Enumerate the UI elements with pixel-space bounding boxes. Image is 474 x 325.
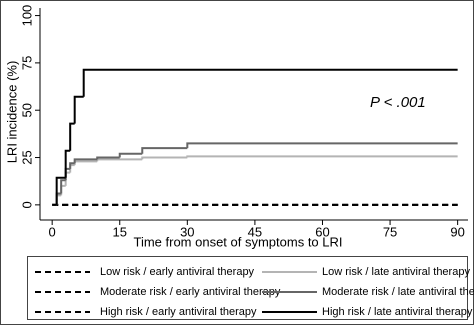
legend-label: Low risk / early antiviral therapy (100, 266, 255, 278)
legend-item: High risk / late antiviral therapy (262, 306, 473, 318)
y-tick-label: 25 (19, 150, 34, 164)
legend-label: Moderate risk / early antiviral therapy (100, 286, 281, 298)
x-axis-label: Time from onset of symptoms to LRI (133, 234, 342, 249)
step-segment (69, 122, 75, 151)
legend-item: High risk / early antiviral therapy (35, 306, 257, 318)
y-axis-label: LRI incidence (%) (4, 61, 19, 164)
legend-box (27, 256, 468, 320)
step-segment (55, 176, 66, 205)
step-segment (73, 158, 98, 164)
legend-label: High risk / late antiviral therapy (322, 306, 473, 318)
legend-item: Low risk / late antiviral therapy (262, 266, 470, 278)
x-tick-label: 0 (49, 224, 56, 239)
y-tick-label: 0 (19, 201, 34, 208)
step-segment (141, 147, 188, 154)
legend-label: High risk / early antiviral therapy (100, 306, 257, 318)
step-segment (186, 142, 458, 149)
x-tick-label: 75 (383, 224, 397, 239)
step-segment (141, 156, 188, 160)
y-tick-label: 75 (19, 56, 34, 70)
legend-item: Low risk / early antiviral therapy (35, 266, 255, 278)
legend-item: Moderate risk / early antiviral therapy (35, 286, 281, 298)
x-tick-label: 15 (113, 224, 127, 239)
legend-item: Moderate risk / late antiviral therapy (262, 286, 474, 298)
y-tick-label: 100 (19, 5, 34, 27)
step-segment (96, 156, 120, 160)
x-tick-label: 45 (248, 224, 262, 239)
step-segment (73, 95, 84, 124)
step-segment (64, 149, 71, 178)
annotation: P < .001 (370, 94, 426, 111)
x-tick-label: 30 (180, 224, 194, 239)
step-segment (69, 162, 75, 169)
step-segment (186, 155, 458, 158)
x-tick-label: 60 (315, 224, 329, 239)
x-tick-label: 90 (450, 224, 464, 239)
legend-label: Moderate risk / late antiviral therapy (322, 286, 474, 298)
y-tick-label: 50 (19, 103, 34, 117)
step-segment (60, 179, 66, 194)
step-segment (82, 68, 458, 97)
step-segment (118, 152, 143, 158)
legend-label: Low risk / late antiviral therapy (322, 266, 470, 278)
